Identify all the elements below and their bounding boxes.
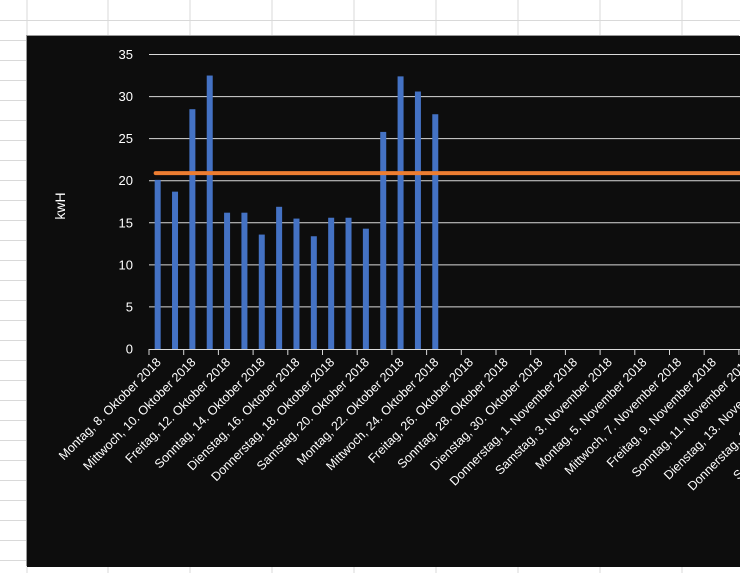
gridlines xyxy=(149,54,740,308)
x-axis xyxy=(148,349,740,355)
y-tick-label: 30 xyxy=(119,89,133,104)
bar xyxy=(380,131,387,349)
bar xyxy=(345,217,352,349)
y-tick-label: 25 xyxy=(119,131,133,146)
y-axis-label: kwH xyxy=(52,192,68,219)
y-tick-label: 15 xyxy=(119,215,133,230)
bar xyxy=(154,179,161,349)
y-tick-label: 35 xyxy=(119,47,133,62)
bar xyxy=(206,75,213,350)
bar xyxy=(241,212,248,349)
bar xyxy=(414,91,421,349)
y-tick-label: 10 xyxy=(119,257,133,272)
bar xyxy=(328,217,335,349)
bars xyxy=(154,75,439,350)
bar xyxy=(258,234,265,349)
y-tick-label: 20 xyxy=(119,173,133,188)
chart-area[interactable]: 0 5 10 15 20 25 30 35 Montag, 8. Oktober 2018 Mi… xyxy=(27,36,740,567)
bar xyxy=(276,206,283,349)
bar xyxy=(172,191,179,349)
x-tick-label: Donnerstag, 1. November 2018 xyxy=(447,355,580,488)
y-tick-label: 0 xyxy=(126,342,133,357)
bar-chart: 0 5 10 15 20 25 30 35 Montag, 8. Oktober 2018Mi… xyxy=(52,47,740,493)
y-tick-labels: 0 5 10 15 20 25 30 35 xyxy=(119,47,133,357)
bar xyxy=(432,114,439,350)
bar xyxy=(310,236,317,349)
bar xyxy=(362,228,369,349)
bar xyxy=(397,76,404,350)
bar xyxy=(189,109,196,349)
y-tick-label: 5 xyxy=(126,299,133,314)
bar xyxy=(224,212,231,349)
bar xyxy=(293,218,300,349)
